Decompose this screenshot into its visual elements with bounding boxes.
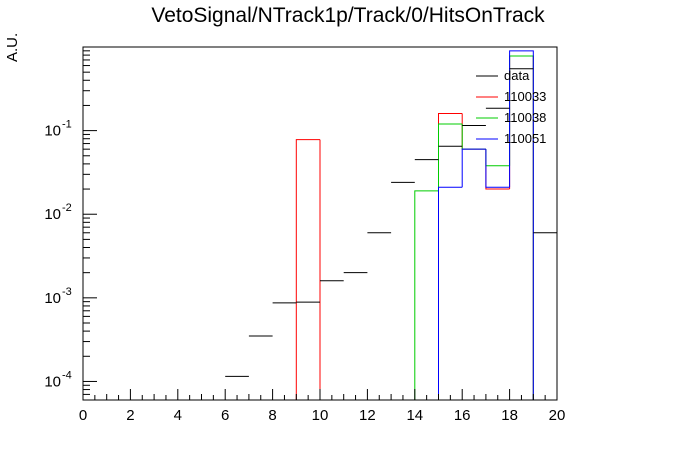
data-points-layer xyxy=(225,68,557,377)
x-tick-label: 14 xyxy=(406,407,423,424)
hist-bin-110038-4 xyxy=(509,55,534,400)
hist-bin-110033-2 xyxy=(438,113,463,400)
y-tick-label: 10 xyxy=(44,290,61,307)
histogram-layer xyxy=(295,50,534,401)
legend-label-110038: 110038 xyxy=(504,110,546,125)
hist-bin-110038-0 xyxy=(414,190,439,400)
hist-bin-110033-4 xyxy=(485,149,510,190)
legend-label-110051: 110051 xyxy=(504,131,546,146)
hist-bin-110038-1 xyxy=(438,123,463,191)
hist-bin-110033-3 xyxy=(461,113,486,150)
legend: data 110033 110038 110051 xyxy=(476,68,546,146)
x-tick-label: 16 xyxy=(454,407,471,424)
legend-label-data: data xyxy=(504,68,530,83)
hist-bin-110033-5 xyxy=(509,55,534,400)
chart-title: VetoSignal/NTrack1p/Track/0/HitsOnTrack xyxy=(151,4,545,27)
hist-bin-110051-2 xyxy=(485,149,510,188)
x-tick-label: 2 xyxy=(126,407,134,424)
x-tick-label: 18 xyxy=(501,407,518,424)
x-tick-label: 20 xyxy=(549,407,566,424)
y-tick-exponent: -2 xyxy=(62,202,72,214)
y-tick-exponent: -3 xyxy=(62,286,72,298)
hist-bin-110051-1 xyxy=(461,148,486,188)
y-tick-exponent: -1 xyxy=(62,119,72,131)
x-tick-label: 10 xyxy=(312,407,329,424)
hist-bin-110038-3 xyxy=(485,149,510,167)
hist-bin-110051-3 xyxy=(509,50,534,400)
x-tick-label: 4 xyxy=(174,407,182,424)
hist-bin-110033-0 xyxy=(295,139,320,400)
hist-bin-110051-0 xyxy=(438,186,463,400)
y-tick-label: 10 xyxy=(44,123,61,140)
x-tick-label: 12 xyxy=(359,407,376,424)
y-tick-exponent: -4 xyxy=(62,369,72,381)
hist-bin-110038-2 xyxy=(461,123,486,150)
x-tick-label: 8 xyxy=(268,407,276,424)
y-tick-label: 10 xyxy=(44,373,61,390)
legend-label-110033: 110033 xyxy=(504,89,546,104)
hist-bin-110033-1 xyxy=(319,139,439,401)
x-tick-label: 0 xyxy=(79,407,87,424)
y-tick-label: 10 xyxy=(44,206,61,223)
x-tick-label: 6 xyxy=(221,407,229,424)
